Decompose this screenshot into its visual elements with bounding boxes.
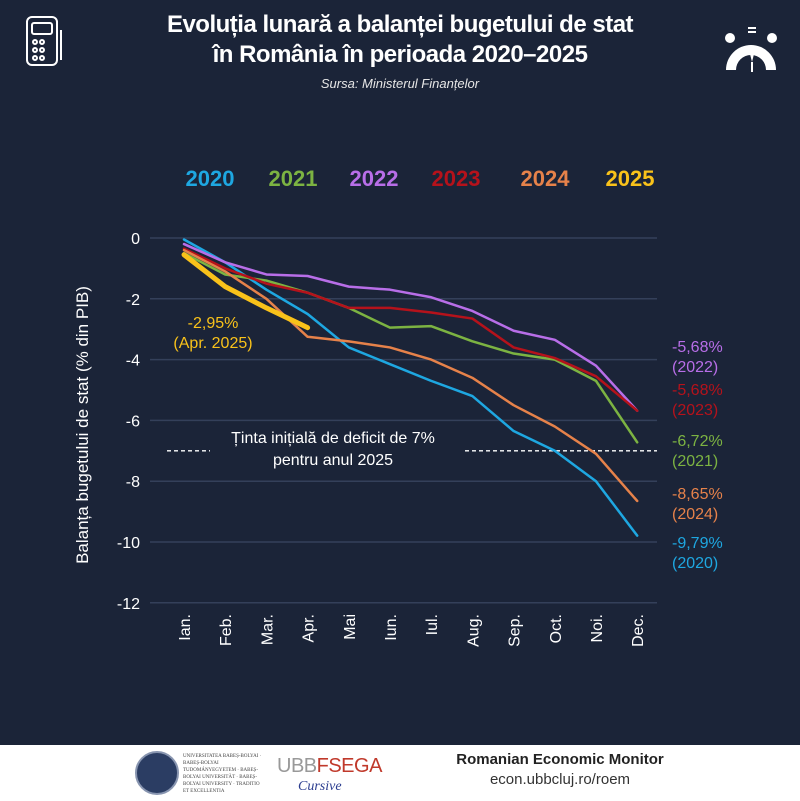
university-seal-logo xyxy=(135,751,179,795)
payment-terminal-icon xyxy=(26,16,62,66)
y-tick-label: -2 xyxy=(126,292,140,309)
end-note-label-2025: (Apr. 2025) xyxy=(173,335,252,352)
end-note-label-2023: (2023) xyxy=(672,402,718,419)
x-tick-label: Sep. xyxy=(507,614,524,647)
x-tick-label: Noi. xyxy=(589,614,606,642)
fsega-signature: Cursive xyxy=(298,779,342,794)
x-tick-label: Aug. xyxy=(465,614,482,647)
title-line-2: în România în perioada 2020–2025 xyxy=(212,41,588,68)
balance-gauge-icon xyxy=(725,27,777,72)
line-chart: 0 -2 -4 -6 -8 -10 -12 Ian. Feb. Mar. Apr. Mai Iun. I… xyxy=(26,16,777,647)
y-tick-label: -8 xyxy=(126,474,140,491)
x-tick-label: Apr. xyxy=(301,614,318,642)
end-value-label-2022: -5,68% xyxy=(672,339,723,356)
target-label: pentru anul 2025 xyxy=(273,452,393,469)
y-tick-label: -4 xyxy=(126,353,140,370)
end-value-label-2021: -6,72% xyxy=(672,433,723,450)
y-tick-label: -6 xyxy=(126,413,140,430)
end-value-label-2023: -5,68% xyxy=(672,382,723,399)
y-tick-label: -12 xyxy=(117,596,140,613)
series-line-2023 xyxy=(182,247,639,412)
end-note-label-2022: (2022) xyxy=(672,359,718,376)
y-tick-label: 0 xyxy=(131,231,140,248)
end-value-label-2024: -8,65% xyxy=(672,486,723,503)
end-note-label-2024: (2024) xyxy=(672,506,718,523)
series-line-2024 xyxy=(182,248,639,503)
x-tick-label: Mar. xyxy=(259,614,276,645)
x-tick-label: Iul. xyxy=(424,614,441,635)
y-axis-label: Balanța bugetului de stat (% din PIB) xyxy=(73,286,92,564)
x-tick-label: Mai xyxy=(342,614,359,640)
target-label: Ținta inițială de deficit de 7% xyxy=(231,430,435,447)
source-note: Sursa: Ministerul Finanțelor xyxy=(320,76,480,91)
university-logo-text: UNIVERSITATEA BABEȘ-BOLYAI · BABEȘ-BOLYA… xyxy=(183,754,262,794)
fsega-logo: UBBFSEGA xyxy=(277,755,382,778)
legend-item-2024: 2024 xyxy=(521,166,571,191)
end-value-label-2025: -2,95% xyxy=(188,315,239,332)
fsega-logo-suffix: FSEGA xyxy=(316,755,383,777)
legend-item-2025: 2025 xyxy=(606,166,655,191)
legend-item-2023: 2023 xyxy=(432,166,481,191)
fsega-logo-prefix: UBB xyxy=(277,755,317,777)
series-line-2021 xyxy=(182,251,639,444)
legend-item-2022: 2022 xyxy=(350,166,399,191)
monitor-name: Romanian Economic Monitor xyxy=(456,751,664,768)
legend-item-2021: 2021 xyxy=(269,166,318,191)
legend-item-2020: 2020 xyxy=(186,166,235,191)
x-tick-label: Ian. xyxy=(177,614,194,641)
monitor-url[interactable]: econ.ubbcluj.ro/roem xyxy=(489,771,631,788)
chart-title: Evoluția lunară a balanței bugetului de … xyxy=(120,10,680,70)
x-tick-label: Dec. xyxy=(630,614,647,647)
end-value-label-2020: -9,79% xyxy=(672,535,723,552)
series-line-2020 xyxy=(182,238,639,537)
series-line-2022 xyxy=(182,242,639,412)
series-line-2025 xyxy=(181,252,311,331)
y-tick-label: -10 xyxy=(117,535,140,552)
x-tick-label: Iun. xyxy=(383,614,400,641)
end-note-label-2020: (2020) xyxy=(672,555,718,572)
title-line-1: Evoluția lunară a balanței bugetului de … xyxy=(166,11,634,38)
footer: UNIVERSITATEA BABEȘ-BOLYAI · BABEȘ-BOLYA… xyxy=(0,745,800,801)
x-tick-label: Oct. xyxy=(548,614,565,643)
x-tick-label: Feb. xyxy=(218,614,235,646)
end-note-label-2021: (2021) xyxy=(672,453,718,470)
